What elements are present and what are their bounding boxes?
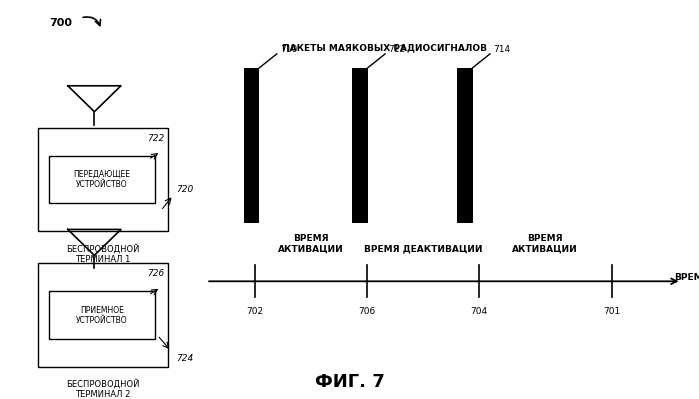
Text: ВРЕМЯ
АКТИВАЦИИ: ВРЕМЯ АКТИВАЦИИ [278,234,344,253]
Text: БЕСПРОВОДНОЙ
ТЕРМИНАЛ 1: БЕСПРОВОДНОЙ ТЕРМИНАЛ 1 [66,243,140,264]
Text: 714: 714 [493,45,510,54]
Text: 722: 722 [147,134,164,143]
Text: ПЕРЕДАЮЩЕЕ
УСТРОЙСТВО: ПЕРЕДАЮЩЕЕ УСТРОЙСТВО [73,170,131,189]
Bar [38,263,168,367]
Text: 726: 726 [147,269,164,279]
Text: 710: 710 [280,45,298,54]
Bar [244,68,259,223]
Text: ВРЕМЯ
АКТИВАЦИИ: ВРЕМЯ АКТИВАЦИИ [512,234,578,253]
Text: БЕСПРОВОДНОЙ
ТЕРМИНАЛ 2: БЕСПРОВОДНОЙ ТЕРМИНАЛ 2 [66,379,140,399]
Text: 701: 701 [603,307,620,316]
Text: 702: 702 [247,307,264,316]
Bar [38,128,168,231]
Bar [49,291,155,339]
Text: 706: 706 [359,307,375,316]
Bar [352,68,368,223]
Text: 720: 720 [176,186,194,194]
Text: ПАКЕТЫ МАЯКОВЫХ РАДИОСИГНАЛОВ: ПАКЕТЫ МАЯКОВЫХ РАДИОСИГНАЛОВ [282,43,487,52]
Bar [49,156,155,203]
Text: 724: 724 [176,354,194,363]
Bar [457,68,473,223]
Text: ФИГ. 7: ФИГ. 7 [315,373,384,391]
Text: 700: 700 [49,18,72,28]
Text: 704: 704 [470,307,487,316]
Text: ВРЕМЯ ДЕАКТИВАЦИИ: ВРЕМЯ ДЕАКТИВАЦИИ [363,244,482,253]
Text: ПРИЕМНОЕ
УСТРОЙСТВО: ПРИЕМНОЕ УСТРОЙСТВО [76,306,128,325]
Text: ВРЕМЯ: ВРЕМЯ [675,273,699,282]
Text: 712: 712 [389,45,405,54]
